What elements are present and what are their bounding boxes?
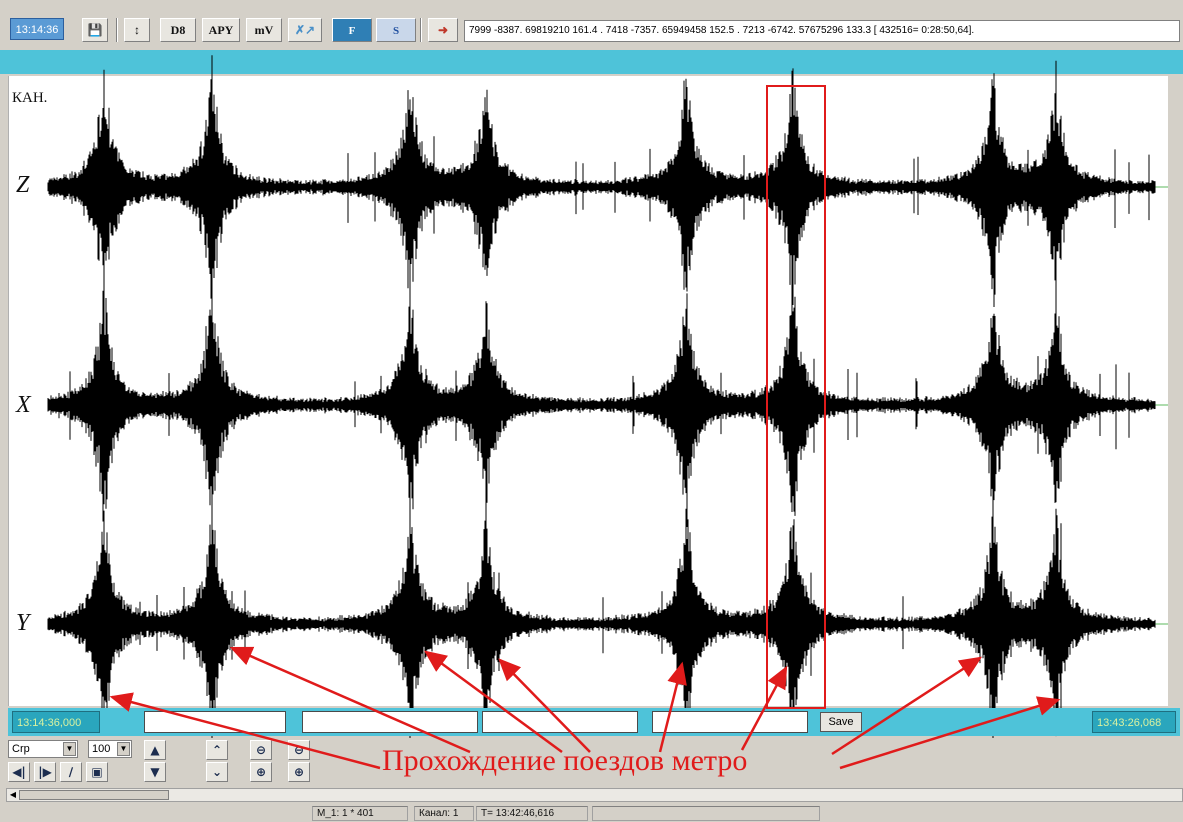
time-range-bar: 13:14:36,000 Save 13:43:26,068 bbox=[8, 708, 1180, 736]
skip-forward-icon: |▶ bbox=[38, 765, 52, 779]
channel-header: КАН. bbox=[12, 90, 48, 106]
shift-down-button[interactable]: ⌄ bbox=[206, 762, 228, 782]
status-scale: M_1: 1 * 401 bbox=[312, 806, 408, 821]
spectrum-button[interactable]: S bbox=[376, 18, 416, 42]
channel-label-z: Z bbox=[16, 172, 30, 198]
filter-icon: F bbox=[348, 25, 356, 37]
d8-button[interactable]: D8 bbox=[160, 18, 196, 42]
exit-icon: ➜ bbox=[437, 23, 449, 37]
status-empty bbox=[592, 806, 820, 821]
toolbar: 13:14:36 💾 ↕ D8 APY mV ✗↗ F S ➜ 7999 -83… bbox=[0, 10, 1183, 46]
marker-icon: ✗↗ bbox=[294, 23, 316, 37]
input-field-1[interactable] bbox=[144, 711, 286, 733]
chevron-down-icon: ▼ bbox=[63, 742, 76, 756]
save-icon: 💾 bbox=[87, 23, 103, 37]
input-field-4[interactable] bbox=[652, 711, 808, 733]
fit-icon: ▣ bbox=[91, 765, 103, 779]
header-bar bbox=[0, 50, 1183, 74]
chevron-down-icon: ▼ bbox=[117, 742, 130, 756]
scale-select[interactable]: 100 ▼ bbox=[88, 740, 132, 758]
waveform-trace bbox=[47, 271, 1156, 541]
shift-up-button[interactable]: ⌃ bbox=[206, 740, 228, 760]
vertical-move-icon: ↕ bbox=[134, 23, 140, 37]
zoom-out-icon: ⊖ bbox=[255, 743, 267, 757]
zoom-in-icon: ⊕ bbox=[293, 765, 305, 779]
save-button[interactable]: Save bbox=[820, 712, 862, 732]
channel-label-x: X bbox=[16, 392, 31, 418]
input-field-2[interactable] bbox=[302, 711, 478, 733]
zoom-out-small-button[interactable]: ⊖ bbox=[288, 740, 310, 760]
marker-button[interactable]: ✗↗ bbox=[288, 18, 322, 42]
mode-select-value: Crp bbox=[12, 743, 30, 755]
status-bar: M_1: 1 * 401 Канал: 1 T= 13:42:46,616 bbox=[0, 804, 1183, 822]
zoom-in-icon: ⊕ bbox=[255, 765, 267, 779]
scrollbar-thumb[interactable] bbox=[19, 790, 169, 800]
zoom-in-small-button[interactable]: ⊕ bbox=[288, 762, 310, 782]
end-time: 13:43:26,068 bbox=[1092, 711, 1176, 733]
toolbar-separator bbox=[420, 18, 422, 42]
chevron-down-icon: ▼ bbox=[150, 765, 160, 779]
split-button[interactable]: ∕ bbox=[60, 762, 82, 782]
status-time: T= 13:42:46,616 bbox=[476, 806, 588, 821]
vertical-move-button[interactable]: ↕ bbox=[124, 18, 150, 42]
scroll-left-icon[interactable]: ◀ bbox=[9, 790, 17, 799]
horizontal-scrollbar[interactable]: ◀ bbox=[6, 788, 1183, 802]
zoom-in-button[interactable]: ⊕ bbox=[250, 762, 272, 782]
toolbar-time: 13:14:36 bbox=[10, 18, 64, 40]
toolbar-separator bbox=[116, 18, 118, 42]
waveform-trace bbox=[47, 55, 1156, 332]
chevron-down-icon: ⌄ bbox=[211, 765, 223, 779]
go-end-button[interactable]: |▶ bbox=[34, 762, 56, 782]
chevron-up-icon: ▲ bbox=[150, 743, 160, 757]
zoom-out-button[interactable]: ⊖ bbox=[250, 740, 272, 760]
exit-button[interactable]: ➜ bbox=[428, 18, 458, 42]
info-readout: 7999 -8387. 69819210 161.4 . 7418 -7357.… bbox=[464, 20, 1180, 42]
skip-back-icon: ◀| bbox=[12, 765, 26, 779]
status-channel: Канал: 1 bbox=[414, 806, 474, 821]
start-time: 13:14:36,000 bbox=[12, 711, 100, 733]
zoom-out-icon: ⊖ bbox=[293, 743, 305, 757]
channel-label-y: Y bbox=[16, 610, 30, 636]
spectrum-icon: S bbox=[392, 25, 400, 37]
scale-down-button[interactable]: ▼ bbox=[144, 762, 166, 782]
apy-button[interactable]: APY bbox=[202, 18, 240, 42]
save-file-button[interactable]: 💾 bbox=[82, 18, 108, 42]
mode-select[interactable]: Crp ▼ bbox=[8, 740, 78, 758]
input-field-3[interactable] bbox=[482, 711, 638, 733]
go-start-button[interactable]: ◀| bbox=[8, 762, 30, 782]
chevron-up-icon: ⌃ bbox=[211, 743, 223, 757]
annotation-caption: Прохождение поездов метро bbox=[382, 744, 748, 777]
scale-up-button[interactable]: ▲ bbox=[144, 740, 166, 760]
filter-button[interactable]: F bbox=[332, 18, 372, 42]
split-icon: ∕ bbox=[68, 765, 74, 779]
mv-button[interactable]: mV bbox=[246, 18, 282, 42]
scale-select-value: 100 bbox=[92, 743, 111, 755]
fit-button[interactable]: ▣ bbox=[86, 762, 108, 782]
